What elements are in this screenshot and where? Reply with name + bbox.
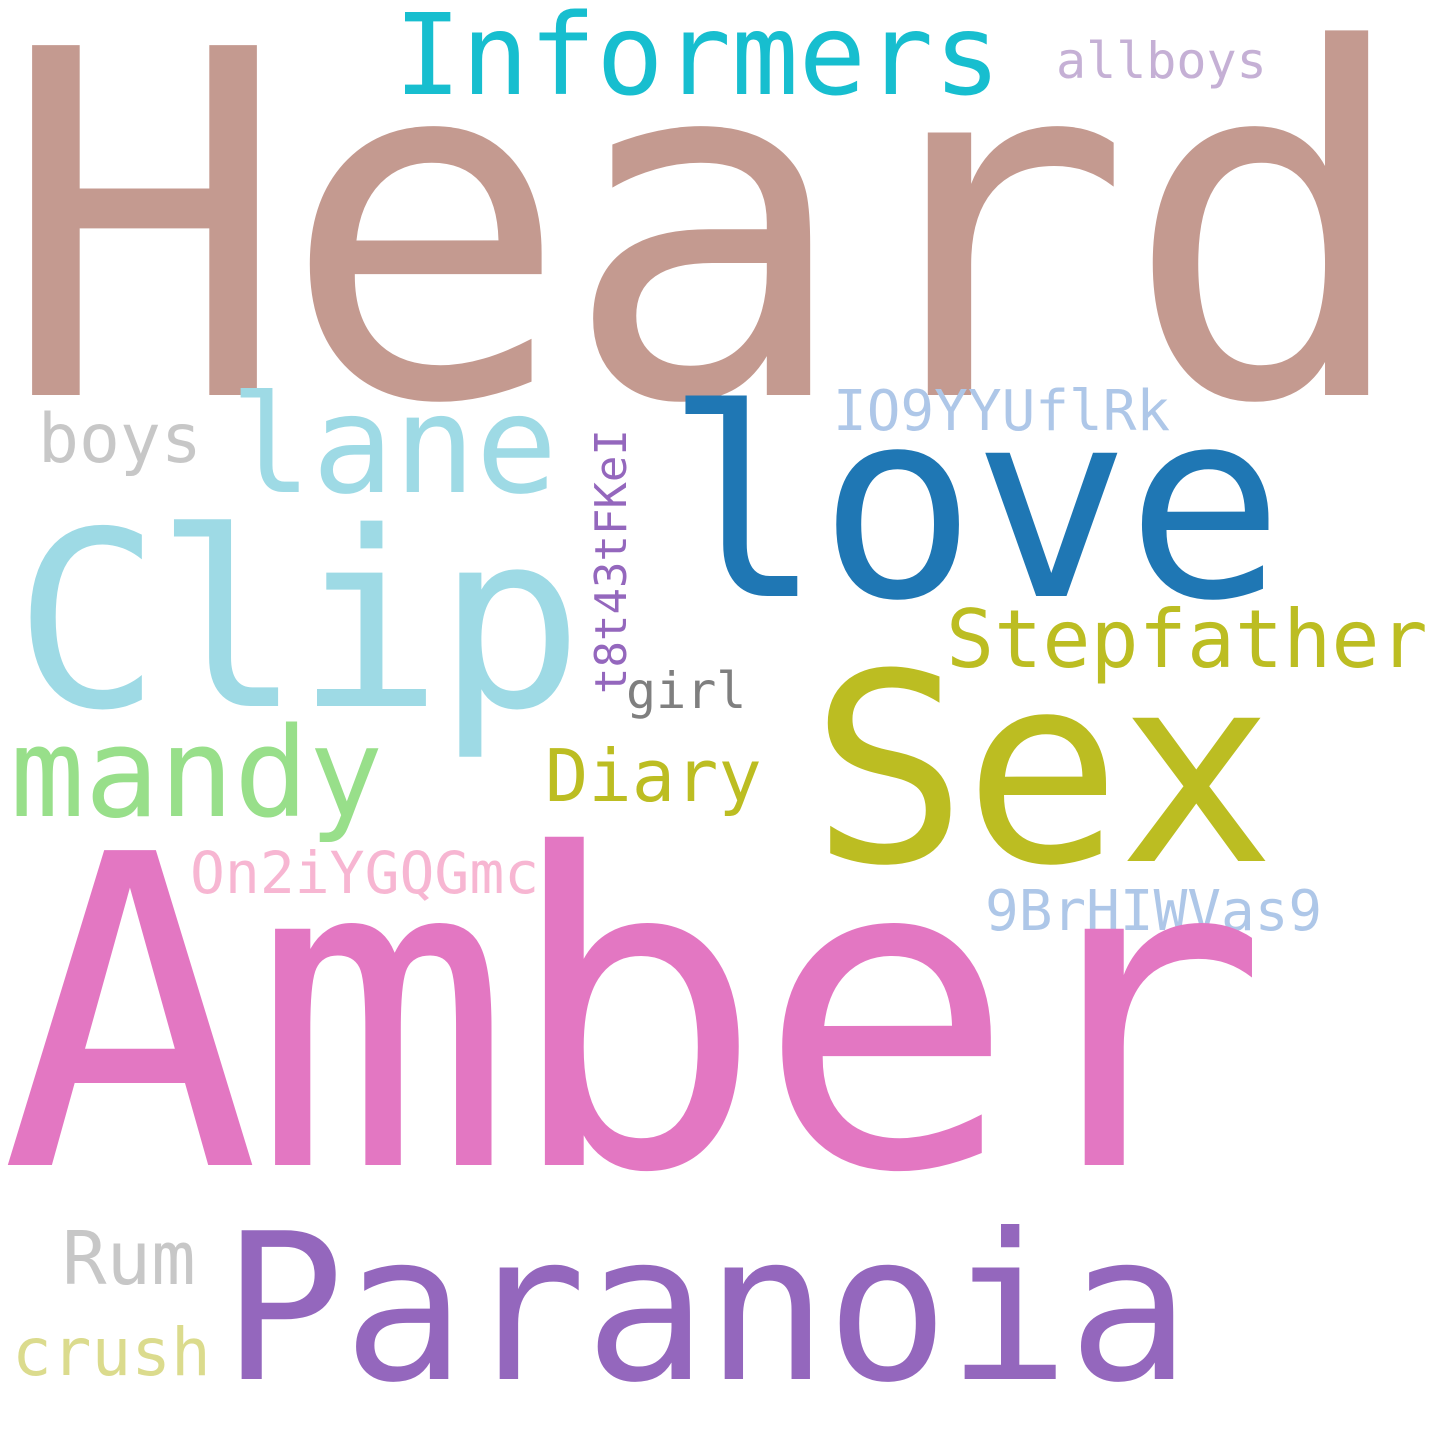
word-love: love bbox=[665, 353, 1284, 658]
word-sex: Sex bbox=[810, 618, 1275, 923]
word-allboys: allboys bbox=[1056, 32, 1267, 90]
word-girl: girl bbox=[626, 662, 747, 720]
word-diary: Diary bbox=[545, 734, 762, 818]
word-informers: Informers bbox=[394, 0, 1001, 121]
word-crush: crush bbox=[12, 1314, 211, 1391]
word-io9yyuflrk: IO9YYUflRk bbox=[833, 379, 1171, 444]
word-stepfather: Stepfather bbox=[946, 593, 1428, 686]
word-amber: Amber bbox=[0, 764, 1268, 1267]
word-boys: boys bbox=[38, 400, 202, 479]
word-paranoia: Paranoia bbox=[222, 1191, 1191, 1428]
word-9brhiwvas9: 9BrHIWVas9 bbox=[985, 879, 1323, 944]
word-rum: Rum bbox=[62, 1216, 196, 1302]
word-lane: lane bbox=[230, 367, 558, 525]
word-clip: Clip bbox=[14, 480, 584, 764]
word-t8t43tfkei: t8t43tFKeI bbox=[586, 429, 637, 694]
word-heard: Heard bbox=[0, 0, 1413, 509]
word-on2iygqgmc: On2iYGQGmc bbox=[190, 839, 540, 907]
word-mandy: mandy bbox=[10, 702, 384, 846]
